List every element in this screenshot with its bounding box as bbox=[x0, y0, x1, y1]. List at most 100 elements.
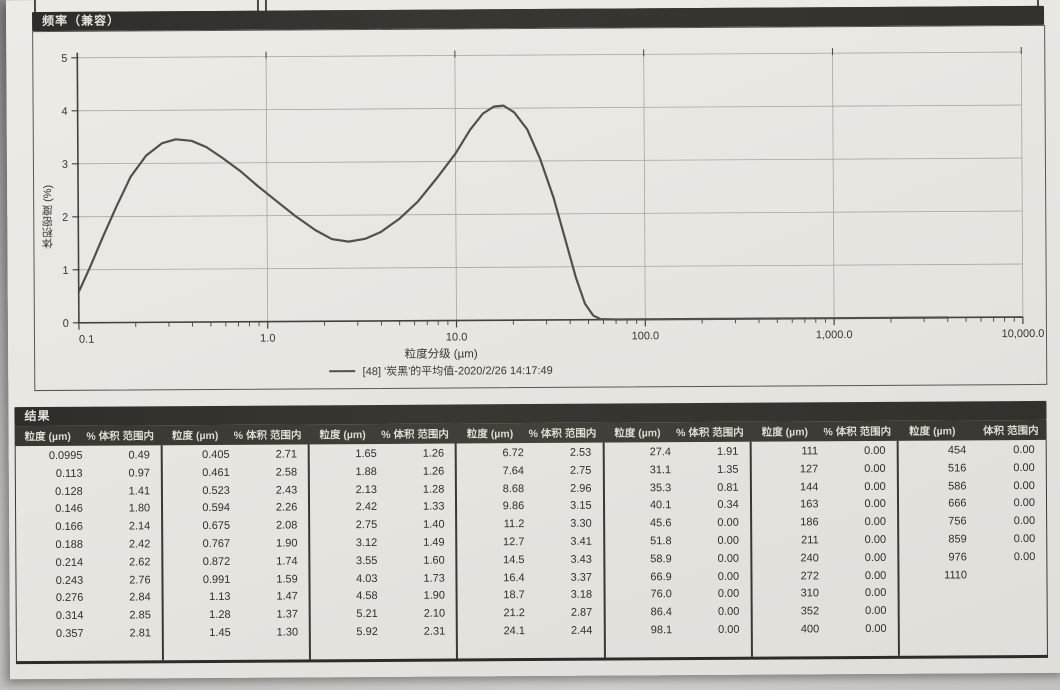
table-row: 58.9 0.00 bbox=[605, 550, 750, 569]
size-value: 0.214 bbox=[55, 556, 84, 569]
size-value: 2.75 bbox=[355, 519, 378, 532]
size-value: 666 bbox=[948, 497, 967, 510]
size-value: 0.276 bbox=[55, 592, 84, 605]
results-group-column: 6.72 2.53 7.64 2.75 8.68 2.96 9.86 3.15 11.2 3.30… bbox=[457, 442, 606, 659]
volume-percent-value: 0.00 bbox=[864, 462, 886, 475]
frequency-curve bbox=[77, 104, 949, 321]
table-row: 2.42 1.33 bbox=[310, 499, 455, 518]
table-row: 0.113 0.97 bbox=[16, 465, 161, 484]
table-row: 272 0.00 bbox=[752, 567, 897, 586]
table-row: 756 0.00 bbox=[899, 513, 1046, 532]
volume-percent-value: 1.74 bbox=[276, 555, 298, 568]
legend-line-swatch bbox=[329, 369, 356, 373]
table-row: 0.461 2.58 bbox=[163, 464, 308, 483]
size-value: 127 bbox=[799, 463, 819, 476]
y-axis-label: 体积密度 (%) bbox=[42, 184, 55, 250]
volume-percent-value: 0.00 bbox=[1013, 532, 1036, 546]
table-row: 31.1 1.35 bbox=[604, 461, 749, 480]
size-value: 0.767 bbox=[202, 537, 231, 551]
axis-tick-label: 5 bbox=[61, 53, 67, 65]
axis-tick-label: 1 bbox=[62, 265, 68, 277]
volume-percent-value: 2.81 bbox=[129, 627, 151, 640]
size-value: 6.72 bbox=[502, 447, 524, 460]
size-value: 27.4 bbox=[649, 446, 672, 459]
chart-line bbox=[78, 263, 1023, 271]
table-row: 3.12 1.49 bbox=[310, 534, 455, 553]
volume-percent-value: 2.62 bbox=[129, 556, 151, 569]
results-group-header: 粒度 (µm) % 体积 范围内 bbox=[604, 422, 752, 443]
size-value: 859 bbox=[948, 533, 967, 546]
axis-tick-label: 0 bbox=[63, 318, 69, 330]
size-value: 0.991 bbox=[202, 573, 231, 586]
table-row: 8.68 2.96 bbox=[457, 480, 602, 499]
table-row: 2.13 1.28 bbox=[310, 481, 455, 500]
size-value: 4.58 bbox=[356, 590, 378, 603]
volume-percent-value: 2.31 bbox=[423, 625, 446, 638]
volume-percent-value: 0.00 bbox=[864, 480, 886, 493]
chart-line bbox=[76, 52, 80, 323]
col-volume-header: 体积 范围内 bbox=[983, 424, 1039, 437]
volume-percent-value: 3.18 bbox=[570, 589, 593, 602]
volume-percent-value: 1.91 bbox=[716, 445, 739, 458]
table-row: 310 0.00 bbox=[752, 585, 897, 604]
volume-percent-value: 0.00 bbox=[717, 534, 739, 547]
legend-series-label: [48] '炭黑'的平均值-2020/2/26 14:17:49 bbox=[362, 364, 553, 379]
table-row: 3.55 1.60 bbox=[311, 552, 456, 571]
size-value: 756 bbox=[948, 515, 967, 528]
axis-tick-label: 1,000.0 bbox=[816, 329, 853, 341]
volume-percent-value: 1.41 bbox=[128, 484, 151, 498]
results-section-title: 结果 bbox=[24, 408, 51, 424]
table-row: 27.4 1.91 bbox=[604, 444, 749, 463]
size-value: 58.9 bbox=[650, 552, 672, 566]
volume-percent-value: 0.00 bbox=[864, 516, 887, 529]
volume-percent-value: 1.40 bbox=[423, 518, 445, 531]
table-row: 0.0995 0.49 bbox=[16, 447, 161, 466]
results-group-column: 0.0995 0.49 0.113 0.97 0.128 1.41 0.146 1.80 0.1… bbox=[15, 445, 165, 662]
size-value: 0.872 bbox=[202, 555, 231, 568]
volume-percent-value: 0.00 bbox=[1013, 497, 1036, 510]
size-value: 35.3 bbox=[649, 481, 672, 494]
table-row: 4.58 1.90 bbox=[311, 588, 456, 607]
volume-percent-value: 1.49 bbox=[423, 536, 445, 549]
results-group-header: 粒度 (µm) 体积 范围内 bbox=[899, 420, 1047, 441]
size-value: 0.128 bbox=[55, 485, 83, 498]
volume-percent-value: 1.60 bbox=[423, 554, 445, 567]
size-value: 163 bbox=[800, 498, 819, 511]
size-value: 400 bbox=[800, 623, 820, 636]
volume-percent-value: 0.00 bbox=[864, 498, 886, 511]
size-value: 976 bbox=[948, 551, 967, 564]
table-row: 400 0.00 bbox=[752, 621, 897, 640]
volume-percent-value: 2.44 bbox=[570, 624, 593, 637]
table-row: 18.7 3.18 bbox=[458, 587, 603, 606]
table-row: 0.675 2.08 bbox=[163, 518, 308, 537]
size-value: 186 bbox=[800, 516, 819, 529]
size-value: 86.4 bbox=[650, 606, 673, 619]
results-table-body: 0.0995 0.49 0.113 0.97 0.128 1.41 0.146 1.80 0.1… bbox=[14, 439, 1048, 665]
size-value: 11.2 bbox=[503, 518, 525, 531]
col-size-header: 粒度 (µm) bbox=[909, 424, 956, 438]
volume-percent-value: 0.49 bbox=[128, 449, 150, 462]
volume-percent-value: 0.00 bbox=[1013, 550, 1036, 563]
size-value: 0.146 bbox=[55, 503, 83, 516]
size-value: 586 bbox=[948, 479, 967, 493]
table-row: 21.2 2.87 bbox=[458, 605, 603, 624]
volume-percent-value: 3.43 bbox=[570, 553, 592, 566]
axis-tick-label: 4 bbox=[61, 106, 67, 118]
size-value: 2.13 bbox=[355, 483, 377, 496]
volume-percent-value: 2.14 bbox=[128, 520, 151, 533]
table-row: 516 0.00 bbox=[899, 460, 1046, 479]
volume-percent-value: 0.97 bbox=[128, 467, 150, 480]
axis-tick-label: 10,000.0 bbox=[1002, 328, 1045, 340]
size-value: 0.113 bbox=[55, 467, 83, 480]
volume-percent-value: 2.76 bbox=[129, 573, 151, 587]
volume-percent-value: 1.47 bbox=[276, 590, 298, 603]
volume-percent-value: 0.00 bbox=[864, 533, 887, 546]
table-row: 127 0.00 bbox=[751, 461, 896, 480]
volume-percent-value: 0.00 bbox=[717, 570, 740, 583]
col-volume-header: % 体积 范围内 bbox=[233, 428, 302, 442]
results-group-column: 454 0.00 516 0.00 586 0.00 666 0.00 756 0.00 859 0.… bbox=[898, 440, 1046, 656]
table-row: 0.872 1.74 bbox=[163, 553, 308, 572]
frequency-section-title: 频率（兼容） bbox=[42, 13, 121, 29]
table-row: 111 0.00 bbox=[751, 443, 896, 462]
size-value: 2.42 bbox=[355, 501, 378, 514]
